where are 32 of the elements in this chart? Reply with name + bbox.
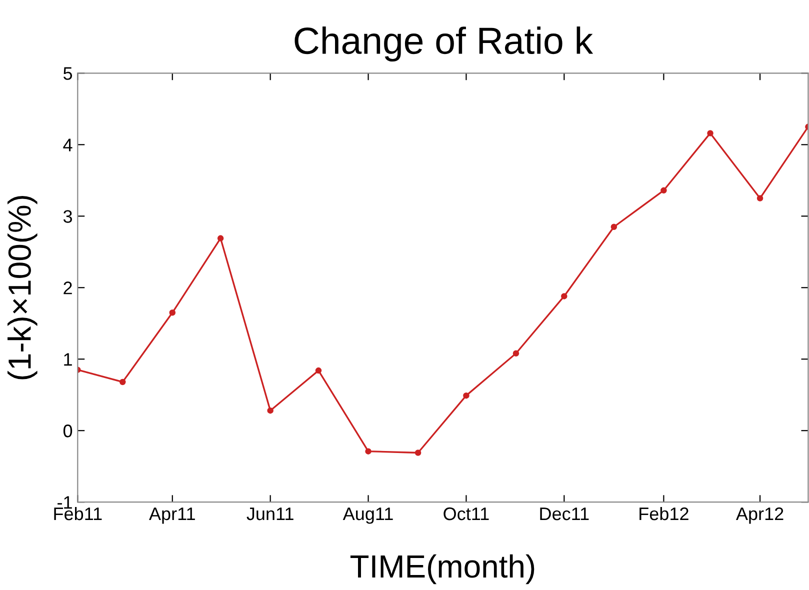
x-tick-label: Apr11 (149, 508, 195, 524)
point (217, 235, 224, 242)
x-axis-title: TIME(month) (350, 554, 534, 584)
point (756, 195, 764, 202)
y-tick-label: 4 (63, 138, 72, 152)
y-axis-title: (1-k)×100(%) (8, 196, 38, 380)
point (463, 392, 470, 399)
y-tick-label: 5 (63, 67, 72, 80)
x-tick-label: Dec11 (540, 508, 589, 520)
point (267, 407, 274, 414)
x-tick-label: Oct11 (444, 507, 489, 520)
point (561, 293, 568, 300)
y-tick-label: 3 (63, 210, 72, 223)
x-tick-label: Aug11 (342, 508, 393, 524)
y-tick-label: 1 (64, 353, 72, 366)
point (610, 224, 618, 230)
point (660, 187, 667, 194)
point (512, 350, 520, 357)
y-tick-label: 2 (64, 282, 72, 294)
point (315, 367, 322, 374)
x-tick-label: Jun11 (246, 508, 294, 520)
point (169, 310, 176, 316)
chart-title: Change of Ratio k (294, 26, 594, 62)
y-tick-label: 0 (63, 424, 72, 438)
point (365, 448, 372, 454)
point (414, 450, 422, 456)
x-tick-label: Feb12 (640, 506, 688, 520)
point (707, 130, 714, 136)
y-tick-label: -1 (58, 496, 72, 509)
x-tick-label: Feb11 (54, 506, 102, 520)
x-tick-label: Apr12 (736, 507, 784, 524)
point (119, 378, 126, 386)
